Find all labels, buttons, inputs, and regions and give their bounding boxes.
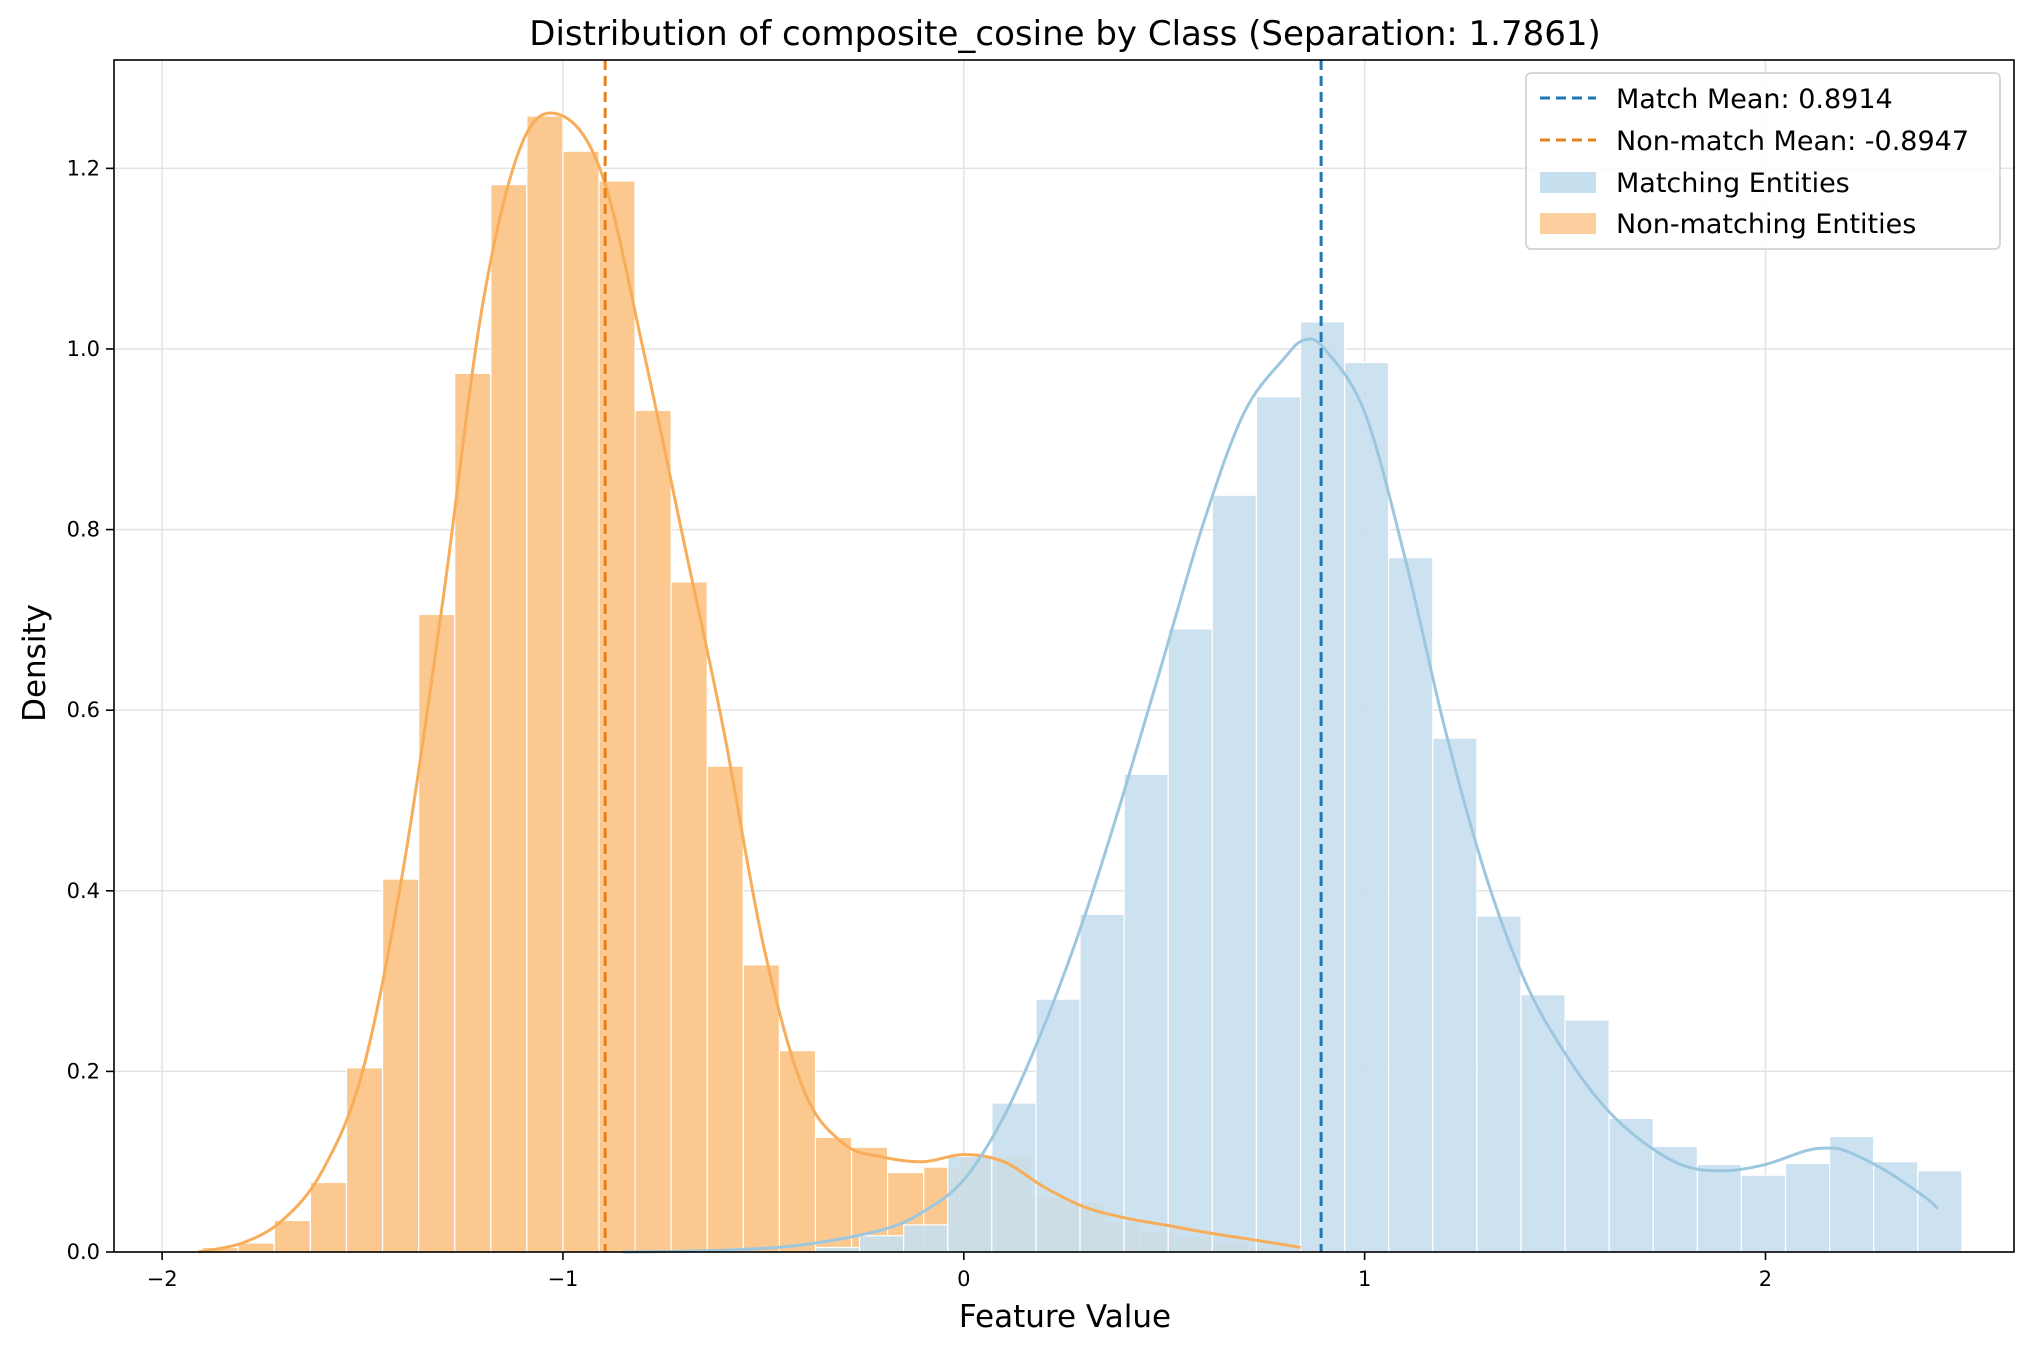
bar-nonmatching — [454, 372, 492, 1253]
legend: Match Mean: 0.8914 Non-match Mean: -0.89… — [1525, 72, 2001, 250]
y-tick-label: 0.0 — [67, 1240, 100, 1264]
bar-nonmatching — [742, 964, 781, 1253]
x-tick-label: −1 — [547, 1267, 578, 1291]
tick-labels: −2 −1 0 1 2 0.0 0.2 0.4 0.6 0.8 1.0 1.2 — [67, 156, 1773, 1291]
y-tick-label: 0.2 — [67, 1059, 100, 1083]
bar-matching — [903, 1224, 949, 1253]
y-axis-label: Density — [17, 604, 53, 722]
y-tick-label: 0.4 — [67, 879, 100, 903]
legend-frame — [1525, 72, 2001, 250]
legend-swatch-matching — [1540, 172, 1596, 193]
bar-nonmatching — [273, 1219, 312, 1253]
histogram-bars — [201, 115, 1963, 1253]
chart-title: Distribution of composite_cosine by Clas… — [529, 14, 1600, 54]
bar-matching — [1167, 628, 1213, 1253]
legend-label-nonmatch-mean: Non-match Mean: -0.8947 — [1616, 126, 1969, 157]
bar-nonmatching — [670, 581, 708, 1253]
bar-matching — [1211, 494, 1258, 1253]
mean-lines — [603, 60, 1323, 1252]
bar-matching — [1608, 1117, 1654, 1253]
bar-nonmatching — [526, 115, 564, 1253]
bar-matching — [1343, 361, 1390, 1253]
bar-matching — [1696, 1163, 1743, 1253]
bar-matching — [1255, 396, 1302, 1253]
bar-matching — [1123, 773, 1169, 1253]
x-tick-label: 0 — [957, 1267, 970, 1291]
bar-matching — [1784, 1162, 1831, 1253]
y-tick-label: 0.6 — [67, 698, 100, 722]
bar-matching — [1829, 1135, 1875, 1253]
y-tick-label: 0.8 — [67, 518, 100, 542]
bar-matching — [1035, 998, 1081, 1253]
bar-matching — [1740, 1174, 1787, 1253]
bar-matching — [1079, 913, 1125, 1253]
legend-label-matching: Matching Entities — [1616, 168, 1850, 199]
bar-matching — [1564, 1019, 1610, 1253]
bar-matching — [1917, 1170, 1963, 1253]
bar-nonmatching — [634, 409, 672, 1253]
bar-nonmatching — [237, 1242, 275, 1253]
x-tick-label: 1 — [1358, 1267, 1371, 1291]
bar-nonmatching — [778, 1050, 817, 1253]
bar-matching — [1432, 737, 1478, 1253]
kde-curves — [197, 111, 1939, 1254]
bar-nonmatching — [490, 184, 528, 1253]
plot-frame — [113, 59, 2015, 1253]
bar-matching — [1388, 556, 1434, 1253]
bar-nonmatching — [345, 1067, 384, 1253]
legend-label-nonmatching: Non-matching Entities — [1616, 209, 1916, 240]
legend-swatch-nonmatching — [1540, 213, 1596, 234]
axes — [113, 59, 2015, 1253]
x-axis-label: Feature Value — [959, 1299, 1171, 1335]
y-tick-label: 1.0 — [67, 337, 100, 361]
bar-matching — [1476, 915, 1522, 1253]
bar-matching — [1520, 994, 1566, 1253]
kde-line-matching — [623, 337, 1939, 1254]
kde-line-nonmatching — [197, 111, 1301, 1254]
bar-nonmatching — [814, 1136, 853, 1253]
x-tick-label: 2 — [1759, 1267, 1772, 1291]
bar-nonmatching — [309, 1181, 348, 1253]
y-tick-label: 1.2 — [67, 156, 100, 180]
bar-nonmatching — [381, 878, 420, 1253]
bar-nonmatching — [562, 150, 600, 1253]
bar-matching — [858, 1235, 905, 1253]
x-tick-label: −2 — [147, 1267, 178, 1291]
bar-nonmatching — [418, 613, 456, 1253]
legend-label-match-mean: Match Mean: 0.8914 — [1616, 84, 1893, 115]
bar-nonmatching — [706, 765, 744, 1253]
